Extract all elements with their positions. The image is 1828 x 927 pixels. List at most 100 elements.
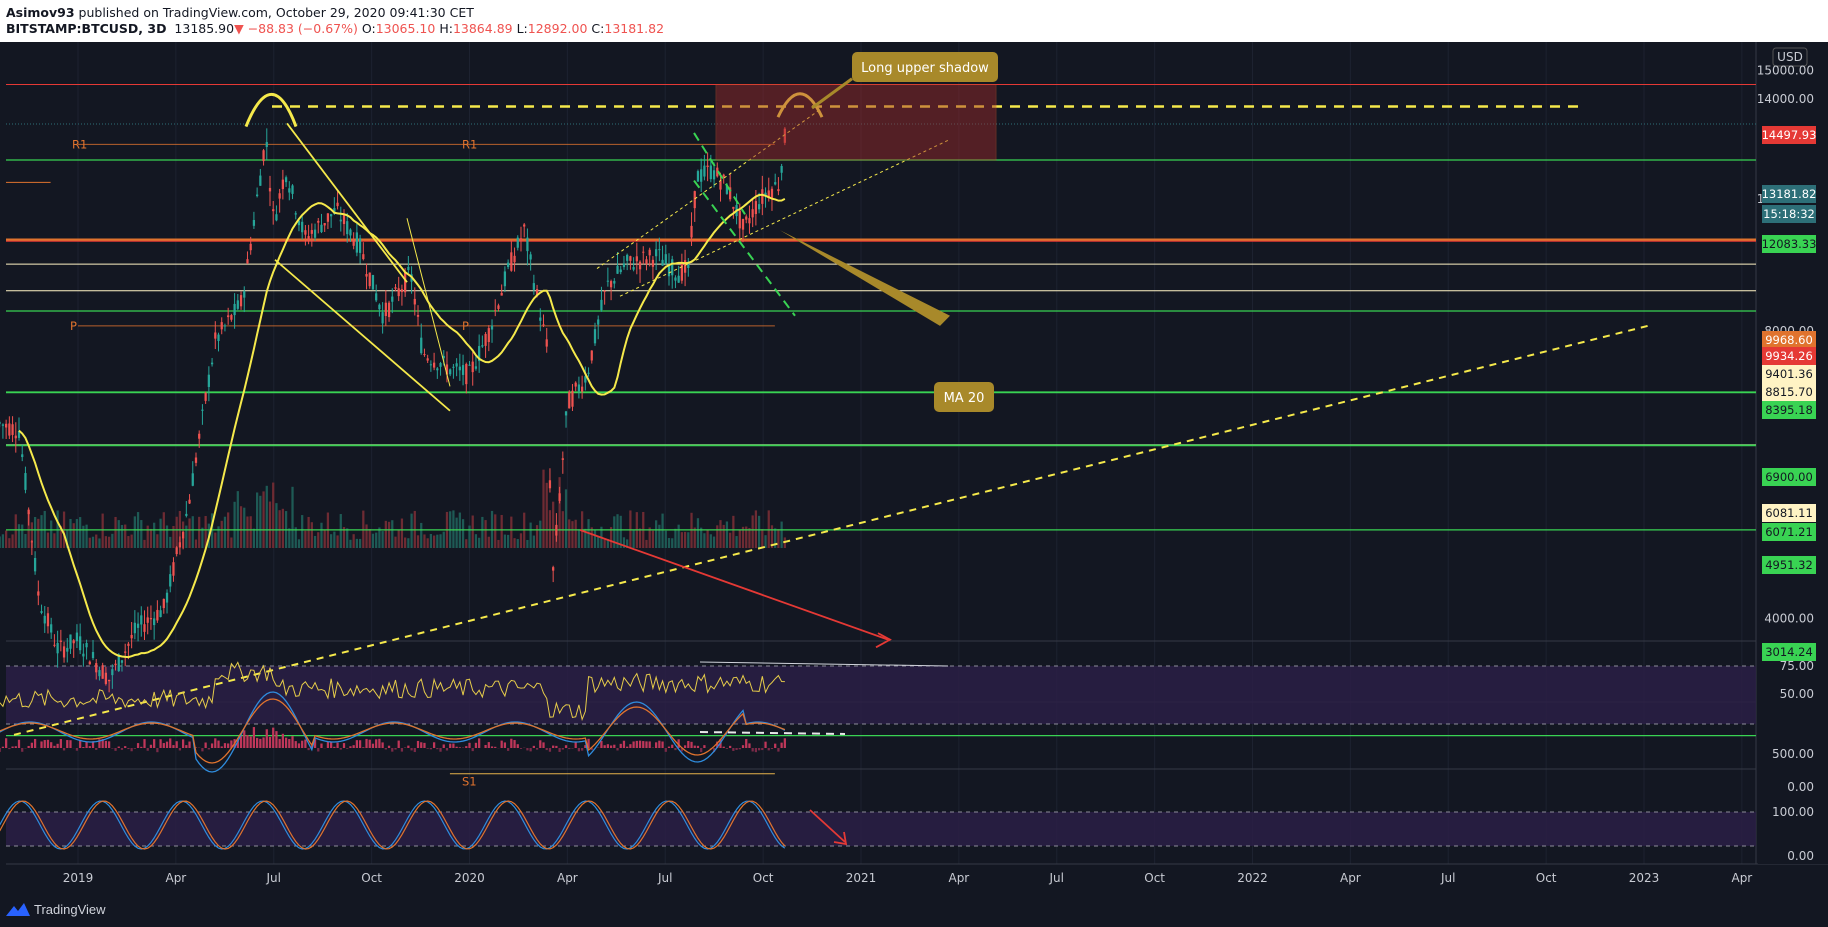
macd-hist-bar [98,739,101,748]
volume-bar [494,514,497,548]
volume-bar [59,525,62,548]
candle-body [761,189,764,204]
candle-body [88,661,91,665]
macd-hist-bar [561,748,564,750]
indicator-tick-label: 0.00 [1787,849,1814,863]
volume-bar [104,536,108,548]
volume-bar [252,528,256,548]
macd-hist-bar [442,744,445,748]
volume-bar [780,521,783,548]
volume-bar [301,515,304,548]
macd-hist-bar [648,741,651,748]
candle-body [149,618,153,620]
macd-hist-bar [674,748,677,751]
macd-hist-bar [487,742,490,748]
macd-hist-bar [27,745,30,748]
candle-body [194,457,198,463]
candle-body [680,263,684,281]
candle-body [66,647,69,652]
macd-hist-bar [638,740,642,748]
candle-body [609,281,613,288]
horizontal-levels: R1 R1 P P S1 [6,84,1756,788]
macd-hist-bar [46,739,50,748]
candle-body [429,364,433,366]
macd-hist-bar [230,740,233,748]
volume-bar [552,501,555,548]
volume-bar [526,539,529,548]
candle-body [687,261,690,268]
volume-bar [124,524,127,548]
macd-hist-bar [268,736,272,748]
volume-bar [716,525,719,548]
macd-hist-bar [146,748,149,751]
macd-hist-bar [529,748,532,752]
macd-hist-bar [432,742,436,748]
volume-bar [584,528,587,548]
candle-body [593,329,597,344]
volume-bar [85,524,88,548]
volume-bar [432,535,436,548]
volume-bar [198,516,201,548]
volume-bar [658,524,661,548]
macd-hist-bar [783,738,786,748]
top-arc-left [244,93,298,128]
candlestick-series [0,127,786,693]
candle-body [33,558,37,572]
macd-hist-bar [416,740,420,748]
candle-body [188,499,191,504]
candle-body [613,280,616,284]
symbol-name[interactable]: BITSTAMP:BTCUSD, 3D [6,21,167,36]
candle-body [181,532,185,539]
macd-hist-bar [535,748,539,750]
volume-bar [506,534,510,548]
macd-hist-bar [162,743,165,748]
macd-hist-bar [365,738,368,748]
volume-bar [33,517,37,548]
volume-bar [513,538,516,548]
price-level-tag [1762,347,1816,365]
candle-body [709,165,712,180]
volume-bar [336,535,339,548]
macd-hist-bar [465,746,468,748]
macd-hist-bar [513,740,516,748]
macd-hist-bar [107,741,111,748]
volume-bar [626,539,629,548]
candle-body [346,221,349,235]
macd-hist-bar [619,743,622,748]
volume-bar [11,534,14,548]
volume-bar [175,516,178,548]
candle-body [400,289,404,293]
volume-bar [478,537,481,548]
volume-bar [719,520,722,548]
volume-bar [571,521,574,548]
price-level-tag [1762,383,1816,401]
candle-body [629,256,632,261]
volume-bar [72,523,75,548]
volume-bar [82,525,85,548]
macd-hist-bar [149,744,153,748]
volume-bar [24,533,27,548]
candle-body [1,424,5,426]
candle-body [217,334,220,342]
macd-hist-bar [307,748,310,751]
volume-bar [741,526,745,548]
author-name[interactable]: Asimov93 [6,5,75,20]
volume-bar [548,510,552,548]
price-level-value: 12083.33 [1762,237,1817,251]
candle-body [606,280,609,282]
time-tick-label: Apr [557,871,578,885]
candle-body [278,193,281,199]
volume-bar [397,529,400,548]
volume-bar [542,469,545,548]
macd-hist-bar [455,746,458,748]
macd-hist-bar [761,748,764,751]
candle-body [294,213,297,215]
candle-body [355,232,359,253]
candle-body [310,230,313,234]
candle-body [198,433,201,439]
candle-body [252,220,256,226]
candle-body [529,254,532,260]
volume-bar [667,538,671,548]
volume-bar [307,516,310,548]
